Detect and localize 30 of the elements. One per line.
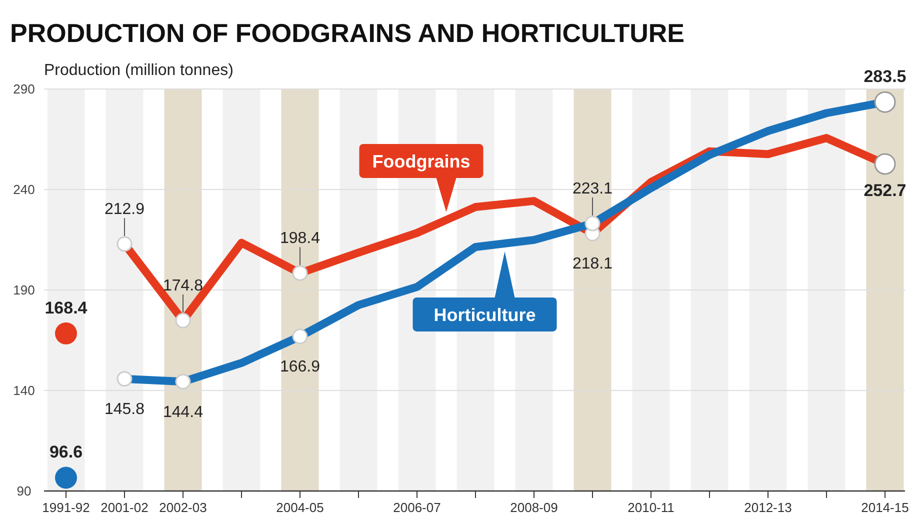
data-label: 166.9	[280, 358, 320, 376]
y-tick-label: 140	[13, 383, 35, 398]
x-tick-label: 2014-15	[861, 500, 909, 515]
data-label: 144.4	[162, 404, 204, 421]
chart-title: PRODUCTION OF FOODGRAINS AND HORTICULTURE	[10, 18, 685, 48]
y-tick-label: 290	[13, 82, 35, 97]
text: Foodgrains	[372, 151, 470, 172]
data-label: 252.7	[864, 180, 906, 200]
data-label: 96.6	[49, 442, 83, 462]
x-tick-label: 2004-05	[276, 500, 324, 515]
x-tick-label: 2012-13	[744, 500, 792, 515]
x-tick-label: 2002-03	[159, 500, 207, 515]
data-label: 212.9	[104, 200, 145, 218]
data-label: 174.8	[162, 278, 204, 295]
series-label: Horticulture	[434, 304, 536, 325]
data-label: 168.4	[44, 298, 88, 318]
data-label: 198.4	[280, 230, 320, 248]
data-label: 223.1	[572, 180, 613, 198]
x-tick-label: 2010-11	[628, 500, 674, 515]
data-label: 218.1	[572, 256, 613, 273]
y-axis-title: Production (million tonnes)	[44, 62, 234, 79]
y-tick-label: 240	[13, 182, 35, 198]
x-tick-label: 1991-92	[42, 500, 90, 515]
y-tick-label: 190	[13, 282, 35, 298]
y-tick-label: 90	[16, 484, 32, 499]
data-label: 145.8	[104, 401, 145, 418]
x-tick-label: 2001-02	[100, 500, 148, 515]
x-tick-label: 2006-07	[393, 500, 441, 515]
data-label: 283.5	[864, 67, 906, 86]
x-tick-label: 2008-09	[510, 500, 558, 515]
